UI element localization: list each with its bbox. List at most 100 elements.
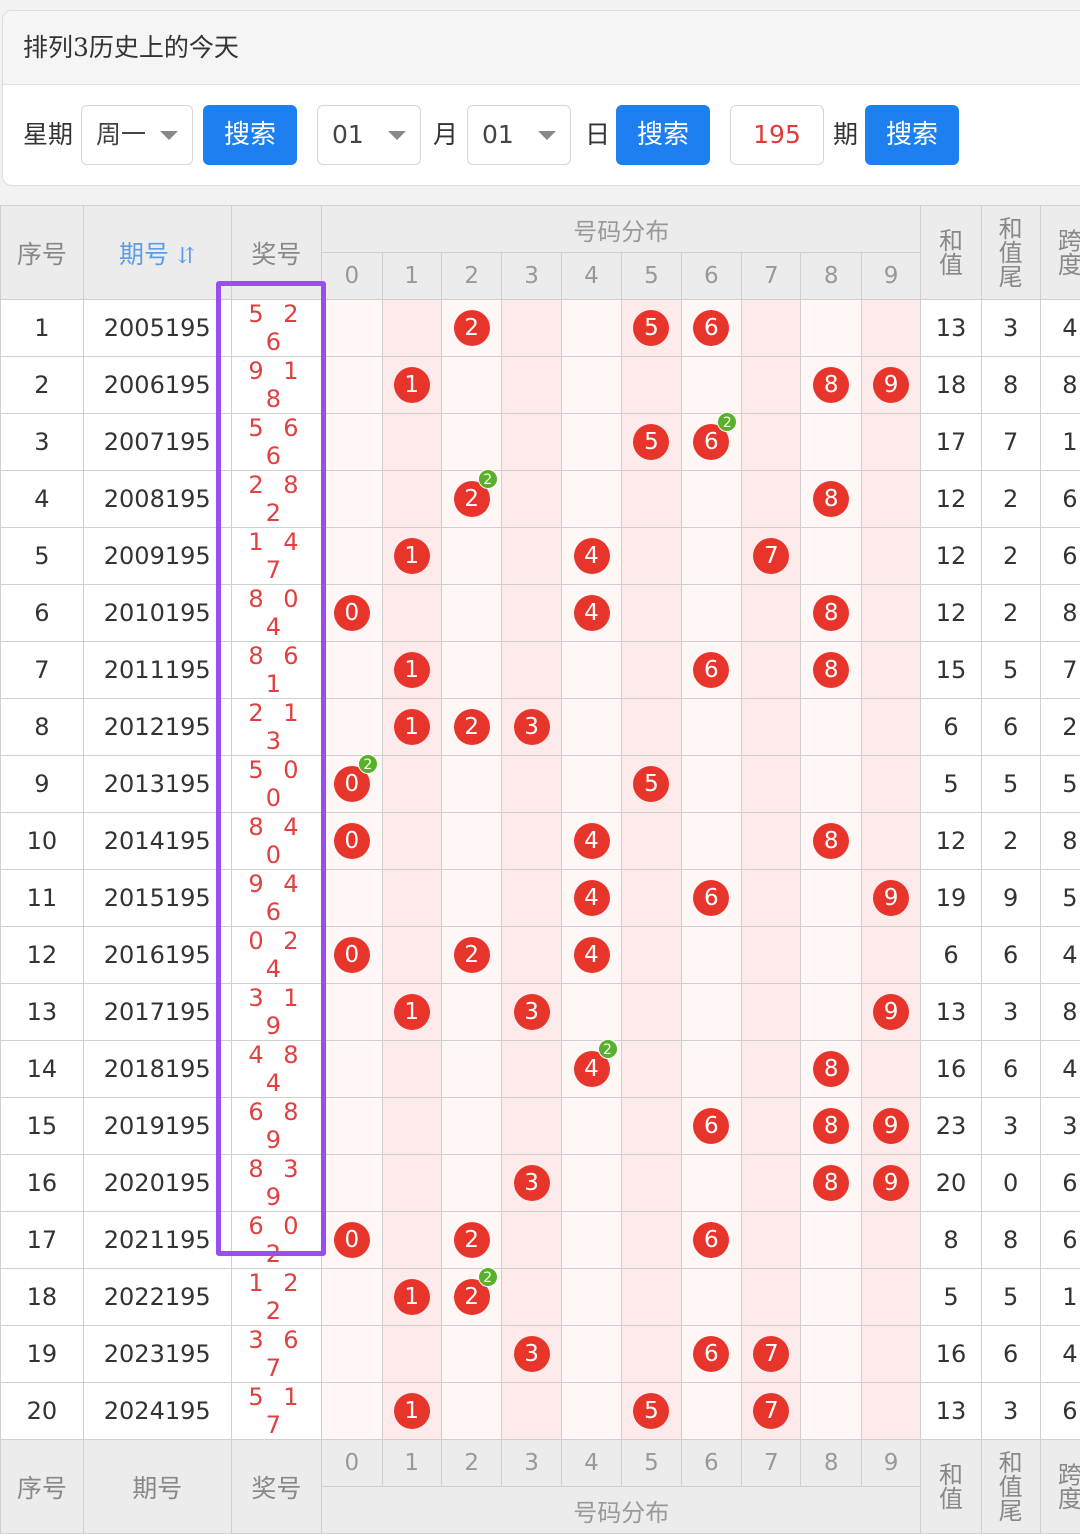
dist-cell-6 <box>681 1383 741 1440</box>
row-draw: 5 1 7 <box>231 1383 321 1440</box>
row-issue: 2016195 <box>83 927 231 984</box>
dist-cell-4 <box>561 414 621 471</box>
issue-search-button[interactable]: 搜索 <box>865 105 959 165</box>
sort-icon[interactable]: ⇵ <box>177 244 195 269</box>
row-seq: 11 <box>1 870 84 927</box>
dist-cell-8: 8 <box>801 1155 861 1212</box>
row-seq: 19 <box>1 1326 84 1383</box>
row-seq: 13 <box>1 984 84 1041</box>
row-seq: 18 <box>1 1269 84 1326</box>
dist-cell-6: 6 <box>681 870 741 927</box>
row-sum-tail: 2 <box>981 585 1040 642</box>
dist-cell-3 <box>502 1269 561 1326</box>
header-digit: 4 <box>561 253 621 300</box>
dist-cell-4 <box>561 300 621 357</box>
footer-digit: 4 <box>561 1440 621 1487</box>
dist-cell-9 <box>861 1326 920 1383</box>
dist-cell-5: 5 <box>622 414 681 471</box>
repeat-badge: 2 <box>717 412 737 432</box>
row-sum-tail: 6 <box>981 1326 1040 1383</box>
dist-cell-4 <box>561 642 621 699</box>
dist-cell-3 <box>502 642 561 699</box>
dist-cell-5: 5 <box>622 1383 681 1440</box>
dist-cell-4: 4 <box>561 528 621 585</box>
dist-cell-5 <box>622 870 681 927</box>
number-ball: 2 <box>454 1222 490 1258</box>
number-ball: 9 <box>873 1108 909 1144</box>
dist-cell-0: 0 <box>322 813 382 870</box>
dist-cell-1 <box>382 813 441 870</box>
dist-cell-5 <box>622 699 681 756</box>
row-seq: 12 <box>1 927 84 984</box>
dist-cell-9: 9 <box>861 1098 920 1155</box>
row-sum-tail: 8 <box>981 357 1040 414</box>
number-ball: 1 <box>394 709 430 745</box>
dist-cell-1: 1 <box>382 357 441 414</box>
row-sum-tail: 2 <box>981 813 1040 870</box>
dist-cell-8: 8 <box>801 813 861 870</box>
row-span: 7 <box>1040 642 1080 699</box>
dist-cell-3 <box>502 528 561 585</box>
header-digit: 8 <box>801 253 861 300</box>
header-digit: 5 <box>622 253 681 300</box>
dist-cell-0 <box>322 1383 382 1440</box>
dist-cell-4: 4 <box>561 813 621 870</box>
dist-cell-6 <box>681 813 741 870</box>
row-seq: 8 <box>1 699 84 756</box>
dist-cell-2 <box>441 1383 501 1440</box>
dist-cell-1: 1 <box>382 642 441 699</box>
footer-digit: 2 <box>441 1440 501 1487</box>
row-issue: 2019195 <box>83 1098 231 1155</box>
row-sum: 13 <box>921 300 981 357</box>
header-dist: 号码分布 <box>322 206 921 253</box>
dist-cell-5 <box>622 984 681 1041</box>
dist-cell-8 <box>801 414 861 471</box>
date-search-button[interactable]: 搜索 <box>616 105 710 165</box>
number-ball: 1 <box>394 994 430 1030</box>
month-select[interactable]: 01 <box>317 105 421 165</box>
row-issue: 2013195 <box>83 756 231 813</box>
row-issue: 2024195 <box>83 1383 231 1440</box>
row-span: 2 <box>1040 699 1080 756</box>
issue-input[interactable]: 195 <box>730 105 824 165</box>
dist-cell-7 <box>742 642 801 699</box>
dist-cell-8: 8 <box>801 585 861 642</box>
row-issue: 2007195 <box>83 414 231 471</box>
row-sum: 12 <box>921 585 981 642</box>
number-ball: 8 <box>813 595 849 631</box>
dist-cell-3 <box>502 1098 561 1155</box>
row-sum: 16 <box>921 1326 981 1383</box>
number-ball: 8 <box>813 1108 849 1144</box>
dist-cell-7: 7 <box>742 1326 801 1383</box>
number-ball: 0 <box>334 595 370 631</box>
dist-cell-7 <box>742 1041 801 1098</box>
dist-cell-1 <box>382 471 441 528</box>
number-ball: 5 <box>633 766 669 802</box>
row-sum: 18 <box>921 357 981 414</box>
dist-cell-6: 6 <box>681 300 741 357</box>
footer-sum: 和值 <box>921 1440 981 1534</box>
day-select[interactable]: 01 <box>467 105 571 165</box>
weekday-select[interactable]: 周一 <box>81 105 193 165</box>
dist-cell-9 <box>861 1041 920 1098</box>
search-panel: 排列3历史上的今天 星期 周一 搜索 01 月 01 日 搜索 195 期 搜索 <box>2 10 1080 186</box>
number-ball: 5 <box>633 1393 669 1429</box>
dist-cell-5 <box>622 1212 681 1269</box>
weekday-search-button[interactable]: 搜索 <box>203 105 297 165</box>
header-issue[interactable]: 期号 ⇵ <box>83 206 231 300</box>
dist-cell-0 <box>322 1326 382 1383</box>
row-draw: 5 6 6 <box>231 414 321 471</box>
month-value: 01 <box>332 120 364 149</box>
dist-cell-3: 3 <box>502 1326 561 1383</box>
issue-label: 期 <box>833 85 858 185</box>
row-sum: 17 <box>921 414 981 471</box>
dist-cell-3 <box>502 927 561 984</box>
